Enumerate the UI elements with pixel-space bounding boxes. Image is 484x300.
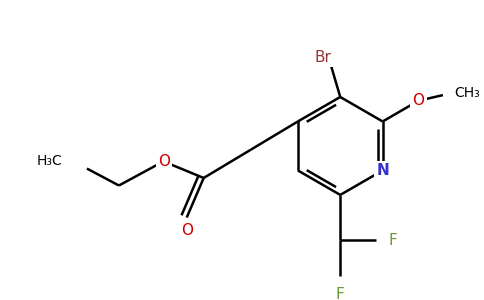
Text: Br: Br [315, 50, 332, 65]
Text: O: O [158, 154, 170, 169]
Text: CH₃: CH₃ [454, 86, 480, 100]
Text: F: F [336, 287, 345, 300]
Text: H₃C: H₃C [37, 154, 62, 168]
Text: O: O [181, 223, 193, 238]
Text: F: F [389, 232, 397, 247]
Text: O: O [412, 93, 424, 108]
Text: N: N [376, 163, 389, 178]
